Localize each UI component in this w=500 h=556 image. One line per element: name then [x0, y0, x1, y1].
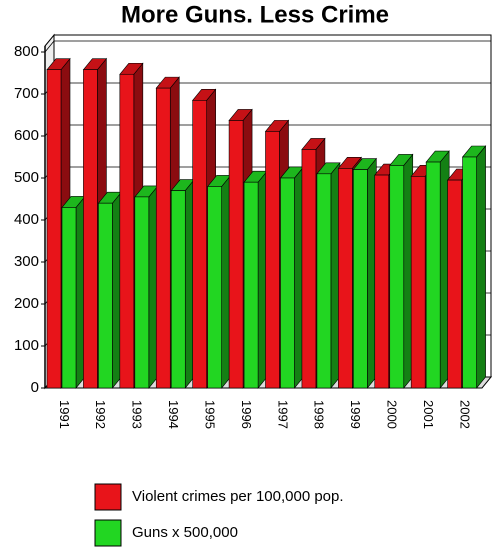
- bar: [410, 176, 426, 389]
- y-tick-label: 100: [14, 337, 39, 354]
- x-tick-label: 1998: [312, 400, 327, 429]
- x-tick-label: 1994: [166, 400, 181, 429]
- bar: [316, 173, 332, 389]
- bar: [243, 181, 259, 389]
- bar: [192, 100, 207, 389]
- grid-line: [44, 40, 491, 53]
- legend-label: Violent crimes per 100,000 pop.: [132, 488, 344, 505]
- x-tick-label: 1997: [275, 400, 290, 429]
- y-tick-label: 600: [14, 127, 39, 144]
- y-tick-label: 200: [14, 295, 39, 312]
- bar: [98, 202, 113, 389]
- bar: [228, 120, 244, 389]
- bar: [447, 179, 462, 389]
- legend-label: Guns x 500,000: [132, 524, 238, 541]
- x-tick-label: 1996: [239, 400, 254, 429]
- bar: [265, 131, 280, 389]
- legend-swatch: [94, 483, 122, 511]
- x-tick-label: 1995: [202, 400, 217, 429]
- bar: [170, 190, 186, 389]
- chart-title: More Guns. Less Crime: [121, 1, 389, 28]
- x-tick-label: 2002: [457, 400, 472, 429]
- bar: [301, 149, 317, 389]
- bar: [134, 196, 150, 389]
- x-tick-label: 1992: [93, 400, 108, 429]
- x-tick-label: 1993: [130, 400, 145, 429]
- y-tick-label: 700: [14, 85, 39, 102]
- x-tick-label: 2001: [421, 400, 436, 429]
- bar: [338, 168, 353, 389]
- bar: [425, 161, 441, 389]
- bar: [374, 174, 390, 389]
- bar: [155, 87, 171, 389]
- y-tick-label: 800: [14, 43, 39, 60]
- y-tick-label: 500: [14, 169, 39, 186]
- bar: [61, 207, 77, 389]
- bar: [83, 69, 98, 389]
- x-tick-label: 1991: [57, 400, 72, 429]
- bar: [280, 177, 295, 389]
- bar: [353, 169, 368, 389]
- bar: [46, 69, 62, 389]
- y-tick-label: 300: [14, 253, 39, 270]
- bar-side: [476, 145, 486, 389]
- x-tick-label: 1999: [348, 400, 363, 429]
- bar: [462, 156, 477, 389]
- y-tick-label: 400: [14, 211, 39, 228]
- x-tick-label: 2000: [385, 400, 400, 429]
- bar: [119, 73, 135, 389]
- y-tick-label: 0: [31, 379, 39, 396]
- bar: [389, 165, 405, 389]
- legend-swatch: [94, 519, 122, 547]
- bar: [207, 186, 222, 389]
